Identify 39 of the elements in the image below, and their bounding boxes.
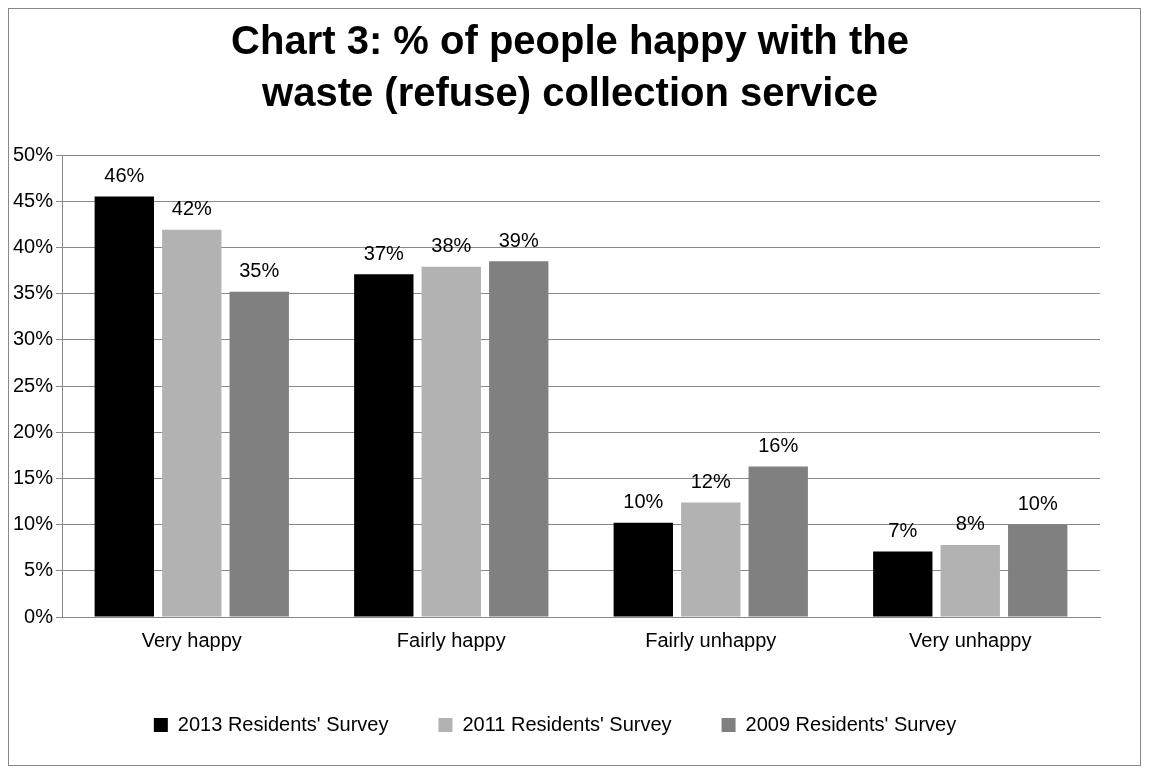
legend-label: 2009 Residents' Survey <box>745 712 957 735</box>
bar <box>354 274 414 617</box>
data-label: 10% <box>623 490 664 513</box>
y-tick-label: 35% <box>13 281 54 304</box>
y-tick-label: 25% <box>13 373 54 396</box>
x-tick-label: Very unhappy <box>909 628 1032 651</box>
y-tick-label: 10% <box>13 512 54 535</box>
bar <box>873 551 933 617</box>
data-label: 12% <box>690 469 731 492</box>
legend-label: 2011 Residents' Survey <box>462 712 672 735</box>
data-label: 42% <box>171 197 213 220</box>
data-label: 10% <box>1017 492 1058 515</box>
x-tick-label: Fairly unhappy <box>645 628 777 651</box>
data-label: 37% <box>363 241 405 264</box>
data-label: 38% <box>431 234 472 257</box>
y-tick-label: 30% <box>13 327 54 350</box>
y-tick-label: 15% <box>13 465 54 488</box>
bar <box>681 502 741 617</box>
data-label: 8% <box>955 512 985 535</box>
bar <box>940 544 1000 617</box>
data-label: 35% <box>239 259 280 282</box>
y-tick-label: 50% <box>13 142 54 165</box>
data-label: 46% <box>104 164 145 187</box>
data-label: 16% <box>758 433 799 456</box>
y-tick-label: 0% <box>24 604 54 627</box>
bar <box>94 196 154 617</box>
bar <box>613 522 673 617</box>
y-tick-label: 40% <box>13 234 54 257</box>
data-label: 7% <box>888 518 918 541</box>
y-tick-label: 5% <box>24 558 54 581</box>
chart-title: Chart 3: % of people happy with the waste (refuse) collection service <box>230 17 910 116</box>
data-label: 39% <box>498 228 539 251</box>
legend-label: 2013 Residents' Survey <box>177 712 389 735</box>
y-tick-label: 20% <box>13 419 54 442</box>
y-tick-label: 45% <box>13 188 54 211</box>
x-tick-label: Fairly happy <box>396 628 506 651</box>
bar <box>162 229 222 617</box>
bar <box>421 266 481 617</box>
x-tick-label: Very happy <box>141 628 242 651</box>
